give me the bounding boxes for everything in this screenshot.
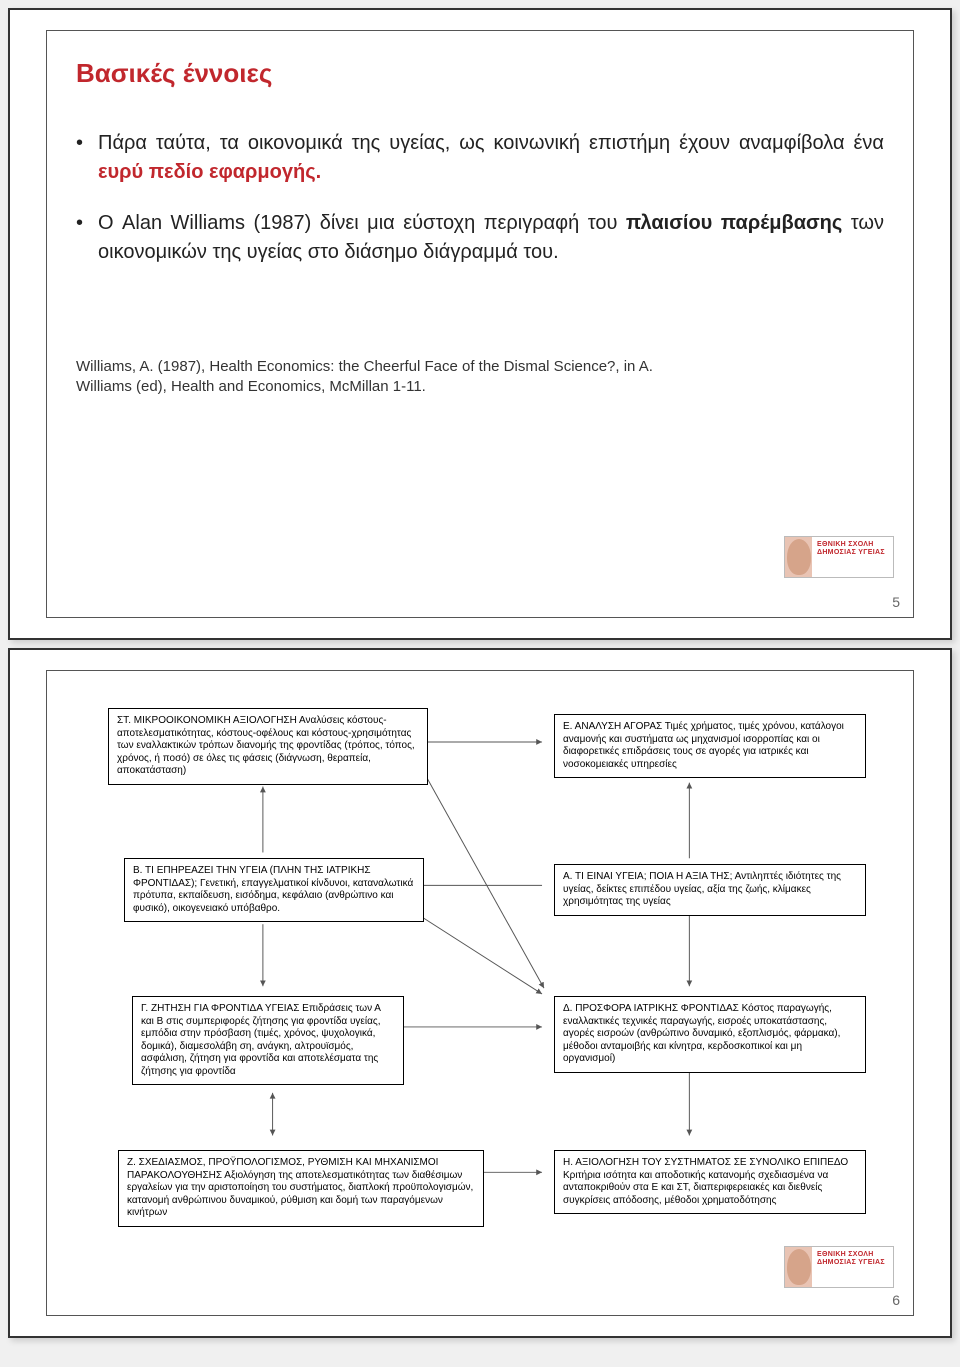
flowchart: ΣΤ. ΜΙΚΡΟΟΙΚΟΝΟΜΙΚΗ ΑΞΙΟΛΟΓΗΣΗ Αναλύσεις… (56, 678, 904, 1308)
bullet-2: Ο Alan Williams (1987) δίνει μια εύστοχη… (76, 209, 884, 267)
flow-node-c: Γ. ΖΗΤΗΣΗ ΓΙΑ ΦΡΟΝΤΙΔΑ ΥΓΕΙΑΣ Επιδράσεις… (132, 996, 404, 1085)
bullet2-text-a: Ο Alan Williams (1987) δίνει μια εύστοχη… (98, 212, 626, 234)
bullet1-text-b: ευρύ πεδίο εφαρμογής. (98, 161, 321, 183)
logo: ΕΘΝΙΚΗ ΣΧΟΛΗ ΔΗΜΟΣΙΑΣ ΥΓΕΙΑΣ (784, 1246, 894, 1288)
bullet1-text-a: Πάρα ταύτα, τα οικονομικά της υγείας, ως… (98, 132, 884, 154)
bullet-1: Πάρα ταύτα, τα οικονομικά της υγείας, ως… (76, 129, 884, 187)
flow-node-d: Δ. ΠΡΟΣΦΟΡΑ ΙΑΤΡΙΚΗΣ ΦΡΟΝΤΙΔΑΣ Κόστος πα… (554, 996, 866, 1073)
bullet2-text-b: πλαισίου παρέμβασης (626, 212, 842, 234)
slide-2: ΣΤ. ΜΙΚΡΟΟΙΚΟΝΟΜΙΚΗ ΑΞΙΟΛΟΓΗΣΗ Αναλύσεις… (8, 648, 952, 1338)
page-number: 5 (892, 594, 900, 610)
flow-node-e: Ε. ΑΝΑΛΥΣΗ ΑΓΟΡΑΣ Τιμές χρήματος, τιμές … (554, 714, 866, 778)
logo-text: ΕΘΝΙΚΗ ΣΧΟΛΗ ΔΗΜΟΣΙΑΣ ΥΓΕΙΑΣ (817, 1251, 889, 1266)
logo-portrait-icon (787, 1249, 811, 1285)
slide-1: Βασικές έννοιες Πάρα ταύτα, τα οικονομικ… (8, 8, 952, 640)
citation: Williams, A. (1987), Health Economics: t… (76, 357, 676, 398)
logo-portrait-icon (787, 539, 811, 575)
logo: ΕΘΝΙΚΗ ΣΧΟΛΗ ΔΗΜΟΣΙΑΣ ΥΓΕΙΑΣ (784, 536, 894, 578)
flow-node-h: Η. ΑΞΙΟΛΟΓΗΣΗ ΤΟΥ ΣΥΣΤΗΜΑΤΟΣ ΣΕ ΣΥΝΟΛΙΚΟ… (554, 1150, 866, 1214)
slide1-body: Πάρα ταύτα, τα οικονομικά της υγείας, ως… (76, 129, 884, 267)
page-number: 6 (892, 1292, 900, 1308)
flow-node-z: Ζ. ΣΧΕΔΙΑΣΜΟΣ, ΠΡΟΫΠΟΛΟΓΙΣΜΟΣ, ΡΥΘΜΙΣΗ Κ… (118, 1150, 484, 1227)
slide1-title: Βασικές έννοιες (76, 58, 884, 89)
flow-node-st: ΣΤ. ΜΙΚΡΟΟΙΚΟΝΟΜΙΚΗ ΑΞΙΟΛΟΓΗΣΗ Αναλύσεις… (108, 708, 428, 785)
flow-node-b: Β. ΤΙ ΕΠΗΡΕΑΖΕΙ ΤΗΝ ΥΓΕΙΑ (ΠΛΗΝ ΤΗΣ ΙΑΤΡ… (124, 858, 424, 922)
logo-text: ΕΘΝΙΚΗ ΣΧΟΛΗ ΔΗΜΟΣΙΑΣ ΥΓΕΙΑΣ (817, 541, 889, 556)
flow-node-a: Α. ΤΙ ΕΙΝΑΙ ΥΓΕΙΑ; ΠΟΙΑ Η ΑΞΙΑ ΤΗΣ; Αντι… (554, 864, 866, 916)
